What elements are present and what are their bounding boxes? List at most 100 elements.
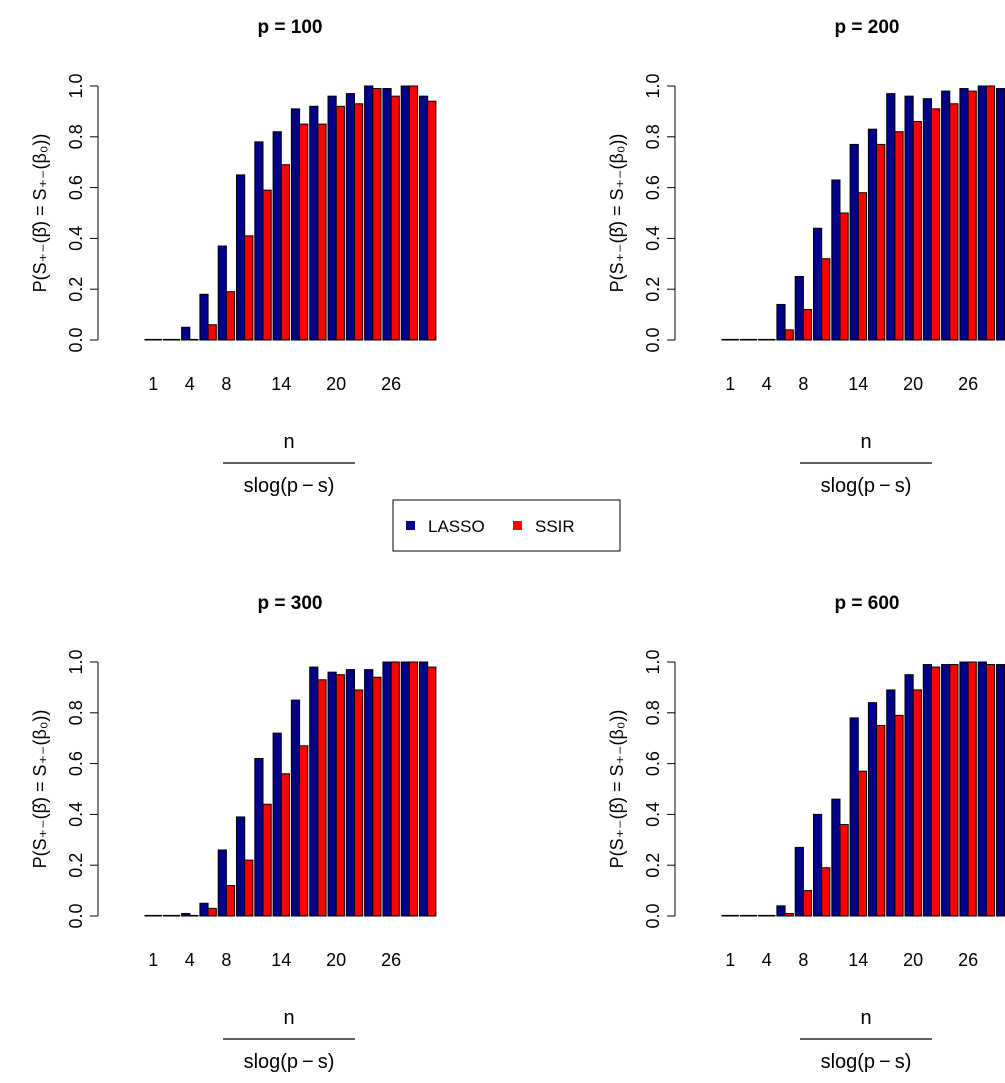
x-label-numerator: n [283,431,294,453]
bar-ssir [280,773,290,917]
x-tick-label: 26 [958,950,978,970]
y-tick-label: 0.2 [643,277,663,302]
x-label-numerator: n [860,431,871,453]
y-tick-label: 1.0 [66,73,86,98]
bar-lasso [382,661,392,917]
bar-lasso [217,245,227,341]
bar-lasso [959,661,969,917]
x-tick-labels: 1 4 8 14 20 26 [725,950,978,970]
bar-lasso [739,914,750,917]
bar-lasso [199,902,209,917]
y-tick-label: 0.4 [643,802,663,827]
bar-ssir [317,679,327,917]
bar-ssir [876,725,886,917]
chart-title: p = 100 [258,17,323,38]
bar-lasso [739,338,750,341]
y-axis: 0.0 0.2 0.4 0.6 0.8 1.0 [643,73,676,353]
bars [721,85,1005,341]
chart-panel: p = 600 0.0 0.2 0.4 0.6 0.8 1.0 P(S₊₋(β̂) = S₊₋… [607,593,1005,1073]
bar-lasso [309,105,319,341]
x-tick-label: 4 [762,950,772,970]
bar-lasso [959,88,969,341]
bar-ssir [894,131,904,341]
bar-lasso [290,108,301,341]
x-tick-labels: 1 4 8 14 20 26 [725,374,978,394]
bar-ssir [408,661,419,917]
bar-ssir [207,324,217,341]
bar-ssir [262,189,272,341]
y-axis-label: P(S₊₋(β̂) = S₊₋(β₀)) [607,710,627,869]
bar-ssir [839,824,849,917]
bar-ssir [152,914,162,917]
x-tick-label: 20 [326,950,346,970]
bar-lasso [272,131,282,341]
x-label-denominator: slog(p − s) [244,1051,335,1073]
bar-lasso [236,816,246,917]
legend: LASSO SSIR [392,499,621,552]
bar-lasso [217,849,227,917]
y-tick-label: 1.0 [66,649,86,674]
y-tick-label: 0.4 [66,802,86,827]
bar-lasso [904,674,914,917]
bar-ssir [207,907,217,917]
bar-ssir [748,338,758,341]
bar-ssir [967,661,977,917]
bar-ssir [299,123,309,341]
bar-ssir [408,85,419,341]
x-label-denominator: slog(p − s) [244,475,335,497]
bar-lasso [977,661,987,917]
bar-lasso [162,914,173,917]
x-tick-label: 26 [381,374,401,394]
chart-panel: p = 300 0.0 0.2 0.4 0.6 0.8 1.0 P(S₊₋(β̂) = S₊₋… [30,593,437,1073]
bar-lasso [272,732,282,917]
bar-lasso [236,174,246,341]
bar-lasso [327,671,337,917]
bar-ssir [354,103,364,341]
y-tick-label: 0.0 [643,903,663,928]
bar-ssir [912,121,922,341]
bar-ssir [427,666,437,917]
bar-ssir [967,90,977,341]
bar-lasso [162,338,173,341]
x-tick-label: 1 [148,374,158,394]
bar-ssir [335,105,345,341]
legend-label-ssir: SSIR [535,517,575,536]
y-tick-label: 0.4 [643,226,663,251]
x-label-numerator: n [860,1007,871,1029]
bar-lasso [813,227,823,341]
y-axis-label: P(S₊₋(β̂) = S₊₋(β₀)) [30,710,50,869]
bar-lasso [794,846,804,917]
bars [144,85,437,341]
bar-lasso [996,88,1005,341]
bar-ssir [949,664,959,917]
y-tick-label: 1.0 [643,73,663,98]
x-axis-label: n slog(p − s) [223,431,355,497]
x-tick-label: 1 [148,950,158,970]
x-tick-label: 20 [903,374,923,394]
bar-ssir [225,291,236,341]
bar-ssir [171,338,181,341]
bar-ssir [894,714,904,917]
bar-ssir [225,885,236,917]
bar-lasso [794,276,804,341]
y-axis: 0.0 0.2 0.4 0.6 0.8 1.0 [66,649,99,929]
x-tick-label: 4 [762,374,772,394]
y-tick-label: 0.0 [643,327,663,352]
x-axis-label: n slog(p − s) [223,1007,355,1073]
bar-ssir [802,309,813,341]
chart-panel: p = 200 0.0 0.2 0.4 0.6 0.8 1.0 P(S₊₋(β̂) = S₊₋… [607,17,1005,497]
y-tick-label: 0.6 [66,751,86,776]
bar-lasso [400,85,410,341]
bar-lasso [776,303,786,341]
bar-ssir [839,212,849,341]
x-tick-label: 14 [848,950,868,970]
bar-ssir [390,661,400,917]
bar-lasso [382,88,392,341]
bar-lasso [758,914,768,917]
bar-ssir [784,329,794,341]
bar-lasso [922,664,932,917]
bar-lasso [345,93,355,341]
bar-lasso [867,702,878,917]
x-label-numerator: n [283,1007,294,1029]
